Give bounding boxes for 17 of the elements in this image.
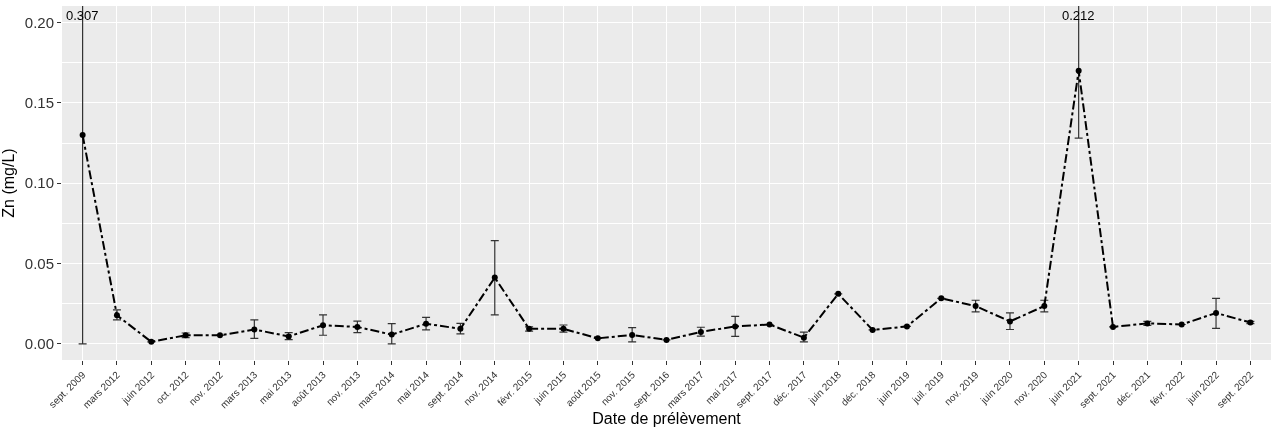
- y-tick-label: 0.20: [24, 13, 54, 31]
- point: [79, 131, 86, 138]
- x-axis-title: Date de prélèvement: [592, 410, 742, 428]
- y-tick-label: 0.15: [24, 94, 54, 112]
- point: [320, 322, 327, 329]
- point: [629, 331, 636, 338]
- point: [1075, 67, 1082, 74]
- y-tick-label: 0.05: [24, 254, 54, 272]
- point: [251, 326, 258, 333]
- point: [732, 323, 739, 330]
- y-axis-title: Zn (mg/L): [0, 148, 17, 218]
- point: [388, 331, 395, 338]
- point: [1213, 309, 1220, 316]
- y-tick-label: 0.10: [24, 174, 54, 192]
- point: [1006, 318, 1013, 325]
- y-tick-label: 0.00: [24, 335, 54, 353]
- point: [491, 274, 498, 281]
